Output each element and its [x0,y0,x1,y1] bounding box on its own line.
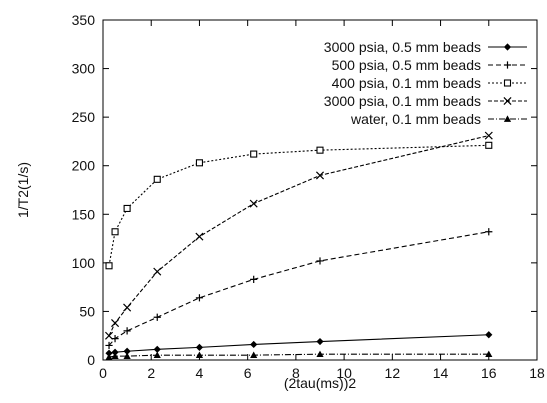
data-point [123,303,132,312]
data-point [316,257,324,265]
data-point [195,294,204,302]
data-point [111,228,119,236]
data-point [153,313,161,321]
data-point [250,351,258,359]
legend-item: 500 psia, 0.5 mm beads [332,57,527,73]
data-point [316,350,324,358]
data-point [105,349,113,357]
legend-label: water, 0.1 mm beads [350,111,481,127]
x-tick-label: 14 [433,365,449,381]
plot-frame [102,19,538,361]
data-point [195,159,203,167]
x-tick-label: 2 [147,365,155,381]
series-line [108,334,489,354]
data-point [485,331,493,339]
data-point [111,319,120,328]
legend-label: 3000 psia, 0.1 mm beads [324,93,481,109]
y-tick-label: 250 [72,109,96,125]
y-tick-label: 350 [72,12,96,28]
data-point [105,353,113,360]
legend-item: 400 psia, 0.1 mm beads [332,75,527,91]
data-point [123,204,131,213]
data-point [485,350,493,358]
data-point [123,347,131,355]
data-point [503,96,512,106]
data-point [153,351,161,359]
data-point [315,171,325,180]
series-line [108,144,489,266]
legend-label: 500 psia, 0.5 mm beads [332,57,481,73]
data-point [249,199,258,208]
legend-label: 400 psia, 0.1 mm beads [332,75,481,91]
data-point [484,131,493,140]
data-point [123,327,131,335]
x-tick-label: 8 [292,365,300,381]
series [105,350,493,360]
legend-item: 3000 psia, 0.1 mm beads [324,93,527,109]
data-point [503,61,512,69]
series-line [108,353,489,358]
x-tick-label: 16 [481,365,497,381]
x-axis-label: (2tau(ms))2 [284,375,357,391]
data-point [485,228,493,236]
y-tick-label: 50 [79,303,95,319]
series-layer [105,131,493,360]
data-point [105,341,113,350]
data-point [503,43,512,51]
data-point [485,141,493,149]
x-tick-label: 10 [336,365,352,381]
legend-item: 3000 psia, 0.5 mm beads [324,39,527,55]
data-point [250,340,258,349]
data-point [250,150,258,158]
data-point [195,232,204,241]
data-point [250,275,258,283]
data-point [123,352,131,359]
y-tick-label: 150 [72,206,96,222]
y-tick-label: 100 [72,255,96,271]
data-point [503,115,512,122]
data-point [195,351,204,359]
data-point [316,337,324,346]
x-tick-label: 18 [529,365,545,381]
data-point [153,175,161,183]
data-point [503,79,512,87]
data-point [111,348,119,356]
series-line [108,135,489,336]
x-tick-label: 4 [196,365,204,381]
series [105,131,493,340]
series [105,331,493,357]
series [105,228,493,350]
data-point [195,343,204,351]
data-point [111,352,119,359]
series-line [108,231,489,346]
legend-item: water, 0.1 mm beads [350,111,527,127]
y-axis-label: 1/T2(1/s) [15,162,31,218]
legend-label: 3000 psia, 0.5 mm beads [324,39,481,55]
y-tick-label: 200 [72,158,96,174]
axes: 0 2 4 6 8 10 12 14 16 18 0 50 100 150 200 250 300 350 [72,12,545,381]
data-point [105,331,114,340]
x-tick-label: 6 [244,365,252,381]
data-point [153,345,161,353]
y-tick-label: 300 [72,61,96,77]
legend: 3000 psia, 0.5 mm beads 500 psia, 0.5 mm … [324,39,527,127]
data-point [153,267,162,276]
data-point [316,146,324,154]
x-tick-label: 12 [385,365,401,381]
x-tick-label: 0 [99,365,107,381]
series [105,141,493,270]
y-tick-label: 0 [87,352,95,368]
data-point [105,262,113,270]
